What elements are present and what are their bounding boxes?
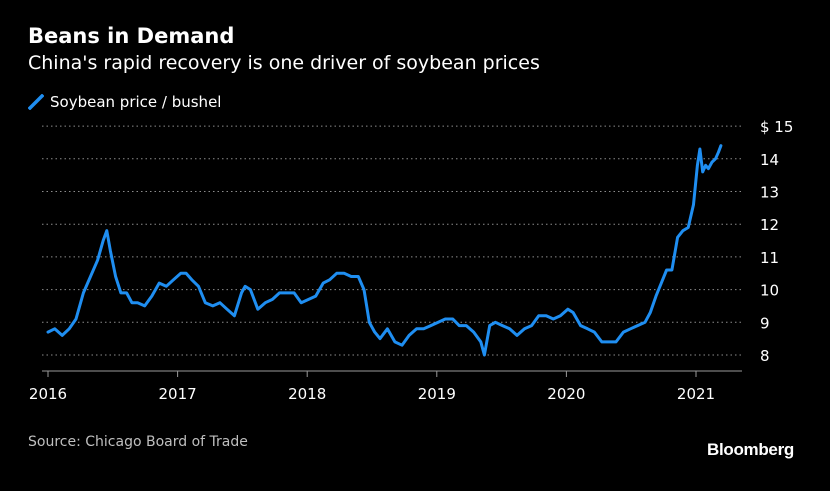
x-axis-ticks: 2016 2017 2018 2019 2020 2021 (29, 371, 715, 403)
y-tick-label: 11 (760, 249, 779, 267)
x-tick-label: 2016 (29, 385, 67, 403)
legend-label: Soybean price / bushel (50, 93, 222, 111)
chart-title: Beans in Demand (28, 24, 235, 48)
x-tick-label: 2019 (418, 385, 456, 403)
y-tick-label: 13 (760, 184, 779, 202)
series-line-soybean-price (46, 144, 723, 357)
y-tick-label: 8 (760, 347, 770, 365)
series-layer (46, 144, 723, 357)
grid-lines (42, 125, 742, 356)
x-tick-label: 2020 (547, 385, 585, 403)
y-tick-label: $ 15 (760, 118, 793, 136)
y-tick-label: 10 (760, 282, 779, 300)
y-tick-label: 9 (760, 314, 770, 332)
x-tick-label: 2018 (288, 385, 326, 403)
x-tick-label: 2021 (677, 385, 715, 403)
y-tick-label: 12 (760, 216, 779, 234)
legend: Soybean price / bushel (28, 92, 221, 112)
chart-subtitle: China's rapid recovery is one driver of … (28, 52, 540, 74)
bloomberg-logo: Bloomberg (706, 440, 794, 459)
y-tick-label: 14 (760, 151, 779, 169)
source-note: Source: Chicago Board of Trade (28, 434, 248, 450)
x-tick-label: 2017 (159, 385, 197, 403)
y-axis-ticks: 8 9 10 11 12 13 14 $ 15 (760, 118, 793, 365)
legend-swatch (28, 94, 44, 110)
